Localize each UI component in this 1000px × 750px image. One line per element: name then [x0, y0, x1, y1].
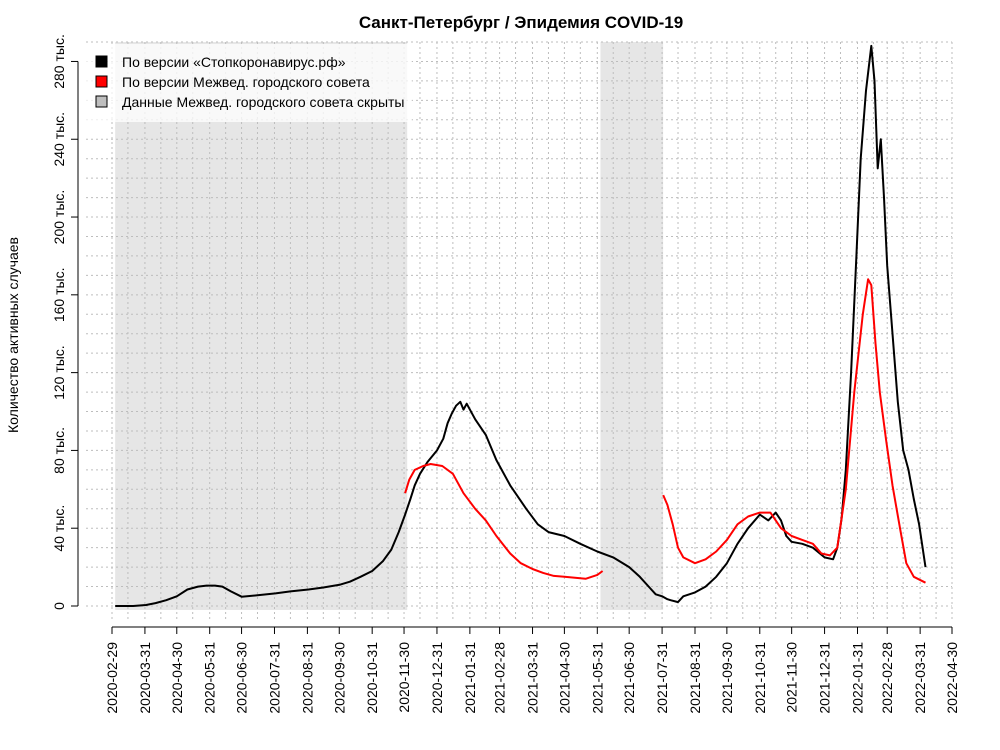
x-tick-label: 2021-03-31	[525, 642, 541, 714]
x-tick-label: 2020-03-31	[137, 642, 153, 714]
x-tick-label: 2021-11-30	[784, 642, 800, 713]
legend-label: Данные Межвед. городского совета скрыты	[122, 94, 404, 110]
legend-swatch	[95, 95, 108, 108]
x-tick-label: 2020-06-30	[234, 642, 250, 714]
x-tick-label: 2021-10-31	[752, 642, 768, 714]
x-tick-label: 2020-12-31	[429, 642, 445, 714]
x-tick-label: 2020-09-30	[331, 642, 347, 714]
y-tick-label: 280 тыс.	[51, 34, 67, 89]
x-tick-label: 2022-01-31	[849, 642, 865, 714]
legend-label: По версии «Стопкоронавирус.рф»	[122, 54, 346, 70]
y-tick-label: 80 тыс.	[51, 427, 67, 474]
chart-title: Санкт-Петербург / Эпидемия COVID-19	[359, 13, 683, 32]
legend-swatch	[95, 75, 108, 88]
series-line-1	[115, 44, 927, 607]
y-tick-label: 40 тыс.	[51, 505, 67, 552]
x-tick-label: 2020-10-31	[364, 642, 380, 714]
legend-label: По версии Межвед. городского совета	[122, 74, 370, 90]
x-tick-label: 2020-08-31	[299, 642, 315, 714]
x-tick-label: 2021-07-31	[654, 642, 670, 714]
shaded-periods	[115, 42, 664, 610]
x-tick-label: 2020-11-30	[396, 642, 412, 713]
x-tick-label: 2020-04-30	[169, 642, 185, 714]
x-tick-label: 2022-04-30	[944, 642, 960, 714]
grid	[86, 41, 953, 620]
x-tick-label: 2022-03-31	[912, 642, 928, 714]
axes: 2020-02-29 2020-03-31 2020-04-30 2020-05-31…	[51, 34, 960, 713]
x-tick-label: 2021-08-31	[687, 642, 703, 714]
y-tick-label: 240 тыс.	[51, 112, 67, 167]
x-tick-label: 2020-05-31	[202, 642, 218, 714]
x-tick-label: 2021-02-28	[492, 642, 508, 714]
shaded-period-2	[600, 42, 664, 610]
x-tick-label: 2022-02-28	[879, 642, 895, 714]
y-tick-label: 200 тыс.	[51, 190, 67, 245]
series-line-2	[404, 278, 926, 584]
shaded-period-1	[115, 42, 408, 610]
y-axis-title: Количество активных случаев	[5, 237, 21, 433]
y-tick-label: 160 тыс.	[51, 268, 67, 323]
legend-box	[86, 44, 412, 122]
series-lines	[115, 44, 927, 607]
y-tick-label: 120 тыс.	[51, 345, 67, 400]
x-tick-label: 2021-09-30	[719, 642, 735, 714]
x-tick-label: 2021-12-31	[817, 642, 833, 714]
x-tick-label: 2021-04-30	[556, 642, 572, 714]
x-tick-label: 2020-02-29	[104, 642, 120, 714]
y-tick-label: 0	[51, 602, 67, 610]
legend-swatch	[95, 55, 108, 68]
x-tick-label: 2020-07-31	[266, 642, 282, 714]
legend: По версии «Стопкоронавирус.рф» По версии …	[86, 44, 412, 122]
x-tick-label: 2021-06-30	[621, 642, 637, 714]
x-tick-label: 2021-01-31	[462, 642, 478, 714]
x-tick-label: 2021-05-31	[589, 642, 605, 714]
